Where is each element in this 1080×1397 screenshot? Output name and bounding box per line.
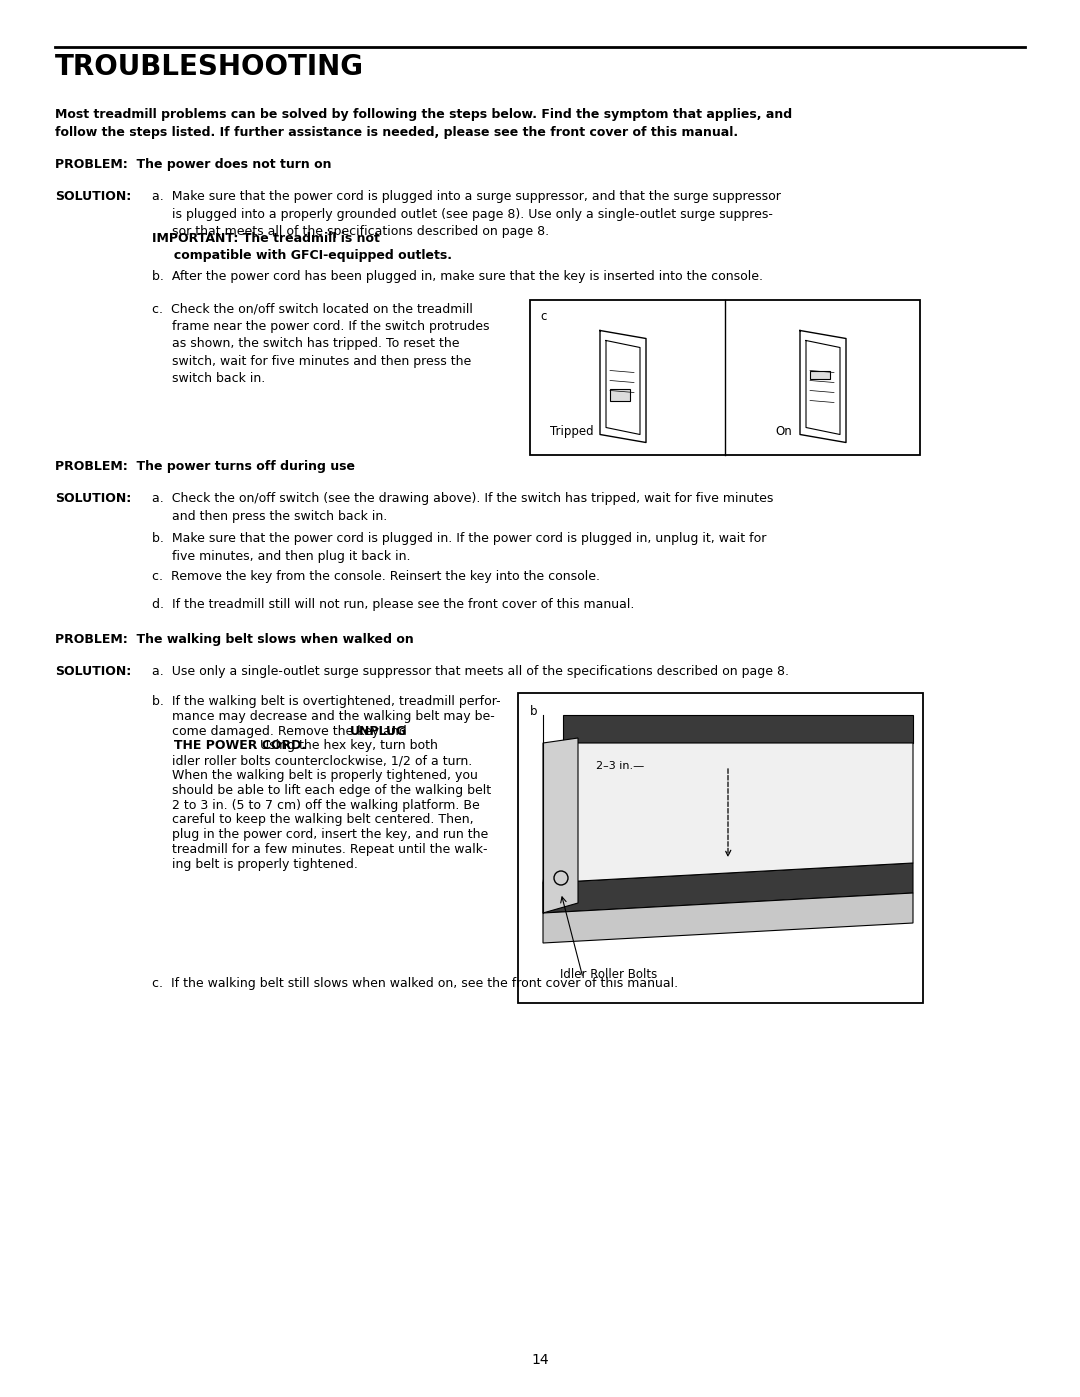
Polygon shape	[543, 863, 913, 914]
Text: b.  If the walking belt is overtightened, treadmill perfor-: b. If the walking belt is overtightened,…	[152, 694, 501, 708]
Text: come damaged. Remove the key and: come damaged. Remove the key and	[152, 725, 410, 738]
Text: PROBLEM:  The power turns off during use: PROBLEM: The power turns off during use	[55, 460, 355, 474]
Text: PROBLEM:  The power does not turn on: PROBLEM: The power does not turn on	[55, 158, 332, 170]
Text: 2–3 in.—: 2–3 in.—	[596, 761, 645, 771]
Polygon shape	[543, 743, 913, 883]
Text: Most treadmill problems can be solved by following the steps below. Find the sym: Most treadmill problems can be solved by…	[55, 108, 792, 138]
Text: c.  If the walking belt still slows when walked on, see the front cover of this : c. If the walking belt still slows when …	[152, 977, 678, 990]
Text: c.  Check the on/off switch located on the treadmill
     frame near the power c: c. Check the on/off switch located on th…	[152, 302, 489, 386]
Text: When the walking belt is properly tightened, you: When the walking belt is properly tighte…	[152, 768, 477, 782]
Bar	[610, 388, 630, 401]
Text: 14: 14	[531, 1354, 549, 1368]
Text: TROUBLESHOOTING: TROUBLESHOOTING	[55, 53, 364, 81]
Text: d.  If the treadmill still will not run, please see the front cover of this manu: d. If the treadmill still will not run, …	[152, 598, 634, 610]
Text: should be able to lift each edge of the walking belt: should be able to lift each edge of the …	[152, 784, 491, 796]
Text: c.  Remove the key from the console. Reinsert the key into the console.: c. Remove the key from the console. Rein…	[152, 570, 600, 583]
Text: IMPORTANT: The treadmill is not
     compatible with GFCI-equipped outlets.: IMPORTANT: The treadmill is not compatib…	[152, 232, 453, 263]
Text: SOLUTION:: SOLUTION:	[55, 190, 132, 203]
Text: UNPLUG: UNPLUG	[350, 725, 407, 738]
Text: Idler Roller Bolts: Idler Roller Bolts	[561, 968, 658, 981]
Text: plug in the power cord, insert the key, and run the: plug in the power cord, insert the key, …	[152, 828, 488, 841]
Text: b.  Make sure that the power cord is plugged in. If the power cord is plugged in: b. Make sure that the power cord is plug…	[152, 532, 767, 563]
Text: careful to keep the walking belt centered. Then,: careful to keep the walking belt centere…	[152, 813, 474, 827]
Text: b: b	[530, 705, 538, 718]
Text: a.  Use only a single-outlet surge suppressor that meets all of the specificatio: a. Use only a single-outlet surge suppre…	[152, 665, 789, 678]
Polygon shape	[563, 715, 913, 743]
Text: a.  Make sure that the power cord is plugged into a surge suppressor, and that t: a. Make sure that the power cord is plug…	[152, 190, 781, 237]
Text: 2 to 3 in. (5 to 7 cm) off the walking platform. Be: 2 to 3 in. (5 to 7 cm) off the walking p…	[152, 799, 480, 812]
Text: c: c	[540, 310, 546, 323]
Polygon shape	[543, 893, 913, 943]
Text: THE POWER CORD.: THE POWER CORD.	[152, 739, 306, 753]
Text: a.  Check the on/off switch (see the drawing above). If the switch has tripped, : a. Check the on/off switch (see the draw…	[152, 492, 773, 522]
Text: idler roller bolts counterclockwise, 1/2 of a turn.: idler roller bolts counterclockwise, 1/2…	[152, 754, 472, 767]
Polygon shape	[543, 738, 578, 914]
Text: Using the hex key, turn both: Using the hex key, turn both	[256, 739, 437, 753]
Text: b.  After the power cord has been plugged in, make sure that the key is inserted: b. After the power cord has been plugged…	[152, 270, 762, 284]
Text: treadmill for a few minutes. Repeat until the walk-: treadmill for a few minutes. Repeat unti…	[152, 842, 487, 856]
Text: On: On	[775, 425, 792, 439]
Text: Tripped: Tripped	[550, 425, 594, 439]
Bar	[518, 693, 923, 1003]
Text: mance may decrease and the walking belt may be-: mance may decrease and the walking belt …	[152, 710, 495, 722]
Text: PROBLEM:  The walking belt slows when walked on: PROBLEM: The walking belt slows when wal…	[55, 633, 414, 645]
Text: SOLUTION:: SOLUTION:	[55, 492, 132, 504]
Bar	[530, 300, 920, 455]
Text: ing belt is properly tightened.: ing belt is properly tightened.	[152, 858, 357, 870]
Text: SOLUTION:: SOLUTION:	[55, 665, 132, 678]
Bar	[810, 370, 831, 379]
